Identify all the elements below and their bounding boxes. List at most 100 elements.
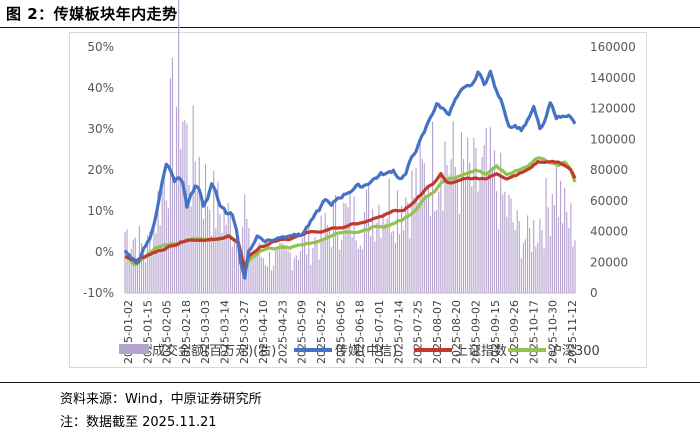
left-tick-label: 30%: [87, 122, 114, 136]
volume-bar: [481, 157, 483, 293]
volume-bar: [233, 243, 235, 293]
volume-bar: [173, 176, 176, 293]
x-tick-label: 2025-07-25: [412, 300, 425, 364]
volume-bar: [262, 258, 264, 293]
volume-bar: [403, 230, 405, 293]
volume-bar: [244, 194, 246, 293]
right-tick-label: 140000: [590, 71, 636, 85]
volume-bar: [413, 197, 415, 293]
source-note: 资料来源：Wind，中原证券研究所: [60, 392, 262, 407]
volume-bar: [256, 255, 258, 293]
volume-bar: [190, 206, 192, 293]
volume-bar: [124, 232, 126, 293]
volume-bar: [140, 243, 143, 293]
volume-bar: [304, 234, 306, 293]
volume-bar: [380, 237, 382, 293]
volume-bar: [207, 206, 209, 293]
volume-bar: [396, 190, 399, 293]
volume-bar: [384, 223, 386, 293]
right-tick-label: 100000: [590, 132, 636, 146]
volume-bar: [295, 255, 297, 293]
volume-bar: [275, 249, 277, 293]
x-tick-label: 2025-10-17: [527, 300, 540, 364]
volume-bar: [555, 165, 557, 293]
volume-bars: [124, 0, 576, 294]
volume-bar: [388, 178, 390, 293]
volume-bar: [524, 239, 527, 293]
x-tick-label: 2025-06-18: [354, 300, 367, 364]
volume-bar: [382, 212, 384, 293]
volume-bar: [287, 250, 289, 293]
volume-bar: [568, 228, 570, 293]
volume-bar: [479, 180, 481, 293]
legend-label: 上证指数: [455, 344, 507, 359]
volume-bar: [506, 216, 508, 293]
volume-bar: [460, 132, 463, 293]
volume-bar: [347, 207, 349, 293]
volume-bar: [270, 270, 273, 293]
volume-bar: [440, 172, 442, 293]
volume-bar: [442, 210, 444, 293]
volume-bar: [444, 141, 446, 293]
volume-bar: [541, 230, 543, 293]
volume-bar: [240, 258, 242, 293]
volume-bar: [485, 128, 487, 293]
volume-bar: [411, 170, 413, 293]
volume-bar: [564, 187, 566, 293]
volume-bar: [196, 190, 198, 293]
volume-bar: [491, 166, 493, 293]
volume-bar: [227, 202, 229, 293]
volume-bar: [266, 266, 268, 293]
volume-bar: [337, 234, 339, 293]
volume-bar: [500, 152, 502, 293]
volume-bar: [128, 254, 130, 293]
volume-bar: [355, 240, 357, 293]
volume-bar: [518, 221, 520, 293]
volume-bar: [320, 215, 322, 293]
volume-bar: [514, 230, 516, 293]
volume-bar: [343, 202, 345, 293]
volume-bar: [454, 166, 456, 293]
volume-bar: [273, 265, 275, 293]
volume-bar: [291, 270, 293, 293]
volume-bar: [322, 238, 324, 293]
volume-bar: [570, 203, 572, 293]
series-line: [124, 159, 577, 270]
volume-bar: [345, 203, 347, 293]
right-tick-label: 80000: [590, 163, 628, 177]
volume-bar: [180, 149, 182, 293]
volume-bar: [349, 193, 351, 293]
volume-bar: [176, 106, 178, 293]
left-tick-label: 20%: [87, 163, 114, 177]
volume-bar: [357, 248, 359, 293]
volume-bar: [163, 175, 165, 293]
volume-bar: [167, 208, 169, 293]
volume-bar: [147, 235, 149, 293]
legend: 成交金额(百万元)(右) 传媒(中信) 上证指数 沪深300: [119, 343, 600, 359]
volume-bar: [365, 189, 368, 293]
volume-bar: [169, 78, 171, 294]
volume-bar: [312, 248, 314, 293]
volume-bar: [368, 186, 370, 293]
left-tick-label: 40%: [87, 81, 114, 95]
volume-bar: [559, 180, 562, 293]
volume-bar: [149, 231, 151, 293]
volume-bar: [252, 252, 254, 293]
volume-bar: [421, 158, 423, 293]
volume-bar: [390, 232, 392, 293]
volume-bar: [130, 248, 132, 293]
top-rule: [0, 27, 700, 28]
volume-bar: [370, 236, 372, 293]
x-tick-label: 2025-04-10: [257, 300, 270, 364]
volume-bar: [510, 198, 512, 293]
volume-bar: [467, 137, 469, 293]
volume-bar: [432, 121, 434, 294]
volume-bar: [469, 162, 471, 293]
right-tick-label: 160000: [590, 40, 636, 54]
figure-title: 图 2：传媒板块年内走势: [6, 5, 178, 23]
volume-bar: [551, 193, 553, 293]
volume-bar: [452, 120, 454, 293]
series-lines: [123, 69, 577, 280]
x-tick-label: 2025-02-18: [180, 300, 193, 364]
volume-bar: [434, 211, 436, 293]
